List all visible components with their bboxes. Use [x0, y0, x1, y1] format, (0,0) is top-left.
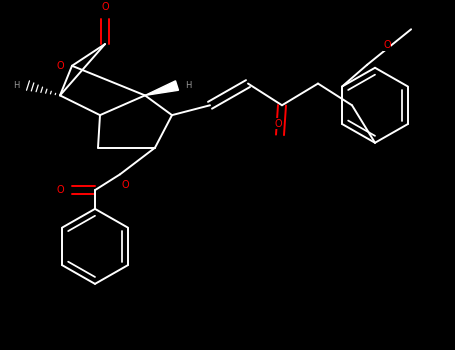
Text: O: O	[101, 1, 109, 12]
Text: O: O	[122, 180, 130, 190]
Text: O: O	[383, 40, 391, 50]
Text: O: O	[56, 61, 64, 71]
Polygon shape	[145, 81, 178, 96]
Text: H: H	[14, 81, 20, 90]
Text: H: H	[185, 81, 192, 90]
Text: O: O	[56, 185, 64, 195]
Text: O: O	[274, 119, 282, 129]
